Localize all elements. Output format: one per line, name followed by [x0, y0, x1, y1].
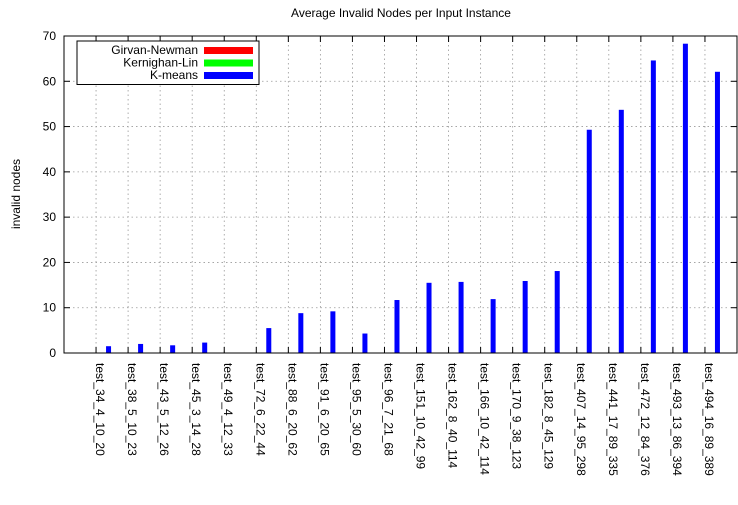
bar [394, 300, 400, 353]
bar [522, 280, 528, 353]
bar [106, 346, 112, 353]
y-axis-label: invalid nodes [9, 159, 23, 229]
y-tick-label: 10 [43, 301, 57, 315]
bar [298, 313, 304, 353]
chart-title: Average Invalid Nodes per Input Instance [291, 6, 511, 20]
legend-swatch [204, 47, 253, 54]
y-tick-label: 70 [43, 29, 57, 43]
x-tick-label: test_34_4_10_20 [93, 363, 107, 456]
x-tick-label: test_166_10_42_114 [478, 363, 492, 475]
x-tick-label: test_91_6_20_65 [317, 363, 331, 456]
legend-label: K-means [150, 68, 198, 82]
x-tick-label: test_95_5_30_60 [349, 363, 363, 456]
plot-frame [63, 35, 738, 354]
legend-label: Girvan-Newman [111, 43, 198, 57]
bar [618, 109, 624, 354]
x-tick-label: test_407_14_95_298 [574, 363, 588, 476]
x-tick-label: test_45_3_14_28 [189, 363, 203, 456]
x-tick-label: test_43_5_12_26 [157, 363, 171, 456]
x-tick-label: test_472_12_84_376 [638, 363, 652, 476]
x-tick-label: test_182_8_45_129 [542, 363, 556, 469]
bar [426, 282, 432, 353]
x-tick-label: test_493_13_86_394 [670, 363, 684, 476]
y-tick-label: 20 [43, 255, 57, 269]
x-tick-label: test_151_10_42_99 [414, 363, 428, 469]
y-tick-label: 30 [43, 210, 57, 224]
bar [714, 71, 720, 354]
x-tick-label: test_72_6_22_44 [253, 363, 267, 456]
legend-swatch [204, 59, 253, 67]
y-tick-label: 50 [43, 120, 57, 134]
x-tick-label: test_441_17_89_335 [606, 363, 620, 476]
x-tick-label: test_494_16_89_389 [702, 363, 716, 476]
x-tick-label: test_162_8_40_114 [446, 363, 460, 469]
bar [202, 342, 208, 353]
x-tick-label: test_96_7_21_68 [381, 363, 395, 456]
x-tick-label: test_38_5_10_23 [125, 363, 139, 456]
bar [138, 343, 144, 353]
bar [266, 328, 272, 353]
bar [490, 299, 496, 353]
bar [458, 281, 464, 353]
x-tick-label: test_170_9_38_123 [510, 363, 524, 469]
bar [650, 60, 656, 353]
bar [586, 129, 592, 353]
bar [330, 311, 336, 353]
y-tick-label: 60 [43, 74, 57, 88]
y-tick-label: 0 [49, 346, 56, 360]
bar [682, 43, 688, 353]
bar [170, 345, 176, 353]
legend-label: Kernighan-Lin [123, 56, 198, 70]
legend-swatch [204, 72, 253, 79]
x-tick-label: test_49_4_12_33 [221, 363, 235, 456]
y-tick-label: 40 [43, 165, 57, 179]
bar [362, 333, 368, 353]
bar [554, 271, 560, 353]
x-tick-label: test_88_6_20_62 [285, 363, 299, 456]
